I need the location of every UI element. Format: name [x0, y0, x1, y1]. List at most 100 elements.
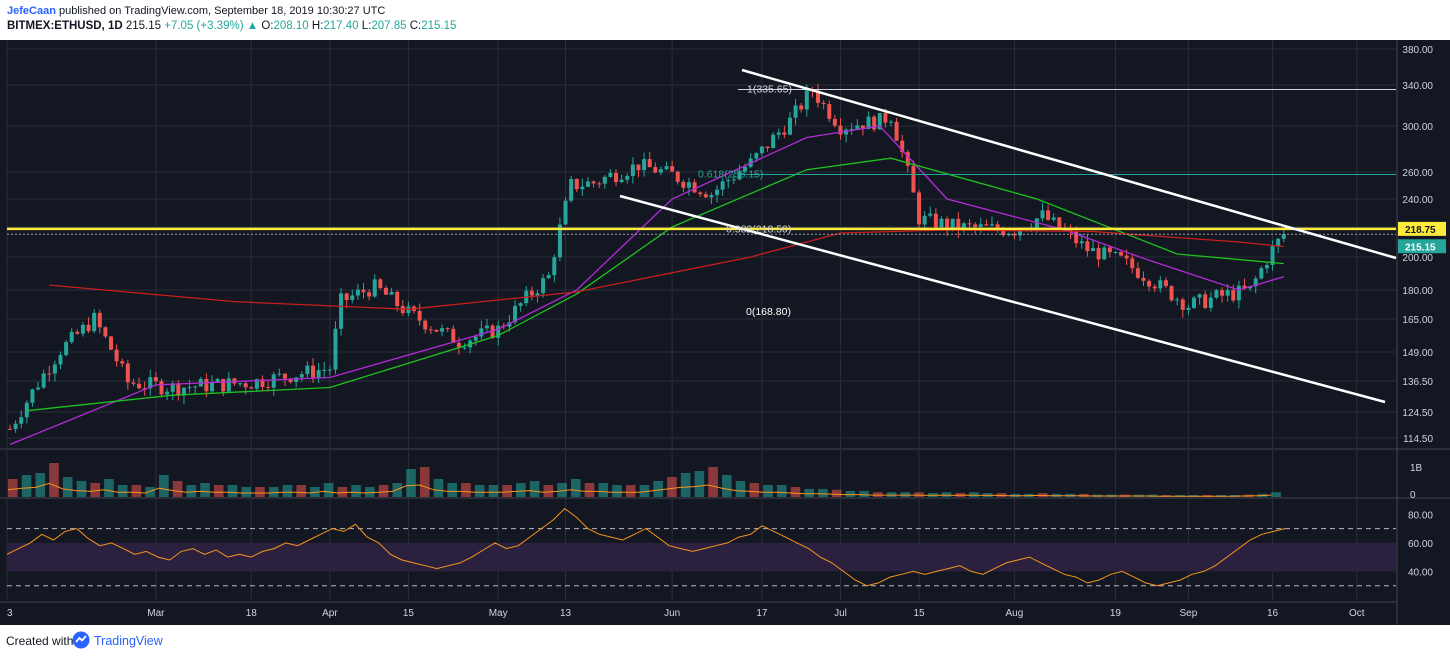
- volume-bar: [90, 483, 100, 497]
- price-tick-label: 165.00: [1402, 315, 1433, 326]
- candle-body: [945, 218, 950, 229]
- candle-body: [97, 312, 102, 328]
- volume-bar: [653, 481, 663, 497]
- candle-body: [125, 363, 130, 383]
- volume-bar: [104, 479, 114, 497]
- candle-body: [1186, 307, 1191, 310]
- symbol-label[interactable]: BITMEX:ETHUSD, 1D: [7, 20, 123, 32]
- volume-bar: [722, 475, 732, 497]
- candle-body: [114, 349, 119, 362]
- candle-body: [1018, 229, 1023, 236]
- candle-body: [518, 303, 523, 306]
- rsi-band: [7, 542, 1396, 572]
- price-tag-label: 215.15: [1405, 242, 1436, 253]
- candle-body: [630, 164, 635, 176]
- candle-body: [580, 186, 585, 190]
- candle-body: [120, 361, 125, 364]
- moving-average-line: [9, 125, 1284, 446]
- candle-body: [771, 134, 776, 149]
- candle-body: [479, 328, 484, 337]
- candle-body: [894, 121, 899, 141]
- candle-body: [238, 383, 243, 385]
- candle-body: [277, 373, 282, 375]
- candle-body: [1090, 248, 1095, 252]
- open-label: O:: [261, 20, 274, 32]
- volume-bar: [831, 489, 842, 497]
- fib-label: 0.382(218.50): [726, 223, 791, 235]
- candle-body: [816, 90, 821, 103]
- candle-body: [933, 213, 938, 228]
- candle-body: [243, 383, 248, 388]
- volume-bar: [474, 485, 485, 497]
- price-tick-label: 380.00: [1402, 45, 1433, 56]
- candle-body: [1214, 290, 1219, 298]
- candle-body: [30, 389, 35, 403]
- candle-body: [1242, 285, 1247, 289]
- candle-body: [473, 336, 478, 341]
- candle-body: [776, 132, 781, 135]
- open-value: 208.10: [273, 20, 309, 32]
- volume-bar: [763, 485, 773, 497]
- candle-body: [58, 355, 63, 365]
- chart-canvas[interactable]: 1(335.65) 0.618(258.15) 0.382(218.50) 0(168…: [0, 40, 1450, 625]
- candle-body: [529, 290, 534, 296]
- candle-body: [484, 325, 489, 329]
- rsi-tick-label: 40.00: [1408, 567, 1433, 578]
- candle-body: [658, 169, 663, 173]
- volume-bar: [845, 491, 856, 497]
- candle-body: [686, 182, 691, 188]
- candle-body: [339, 293, 344, 329]
- candle-body: [995, 224, 1000, 230]
- candle-body: [288, 378, 293, 383]
- moving-average-line: [26, 157, 1284, 412]
- candle-body: [294, 377, 299, 383]
- volume-bar: [227, 485, 238, 497]
- candle-body: [193, 386, 198, 388]
- candle-body: [456, 342, 461, 348]
- candle-body: [423, 320, 428, 330]
- volume-bar: [776, 485, 787, 497]
- candle-body: [1158, 280, 1163, 289]
- candle-body: [1208, 297, 1213, 308]
- candle-body: [726, 180, 731, 182]
- volume-bar: [529, 481, 540, 497]
- candle-body: [1203, 294, 1208, 308]
- candle-body: [647, 159, 652, 168]
- candle-body: [86, 324, 91, 332]
- volume-bar: [76, 481, 87, 497]
- candle-body: [462, 347, 467, 349]
- candle-body: [782, 132, 787, 135]
- candle-body: [793, 105, 798, 118]
- candle-body: [703, 194, 708, 198]
- moving-averages: [9, 125, 1284, 446]
- candle-body: [1096, 248, 1101, 260]
- volume-bar: [282, 485, 293, 497]
- candle-body: [69, 331, 74, 343]
- ohlc-line: BITMEX:ETHUSD, 1D 215.15 +7.05 (+3.39%) …: [7, 20, 456, 32]
- candle-body: [911, 165, 916, 193]
- published-text: published on TradingView.com, September …: [58, 5, 386, 17]
- volume-bar: [502, 485, 512, 497]
- candle-body: [92, 312, 97, 332]
- candle-body: [1253, 278, 1258, 287]
- volume-bar: [680, 473, 691, 497]
- volume-tick-label: 1B: [1410, 463, 1423, 474]
- candle-body: [1130, 258, 1135, 269]
- candle-body: [928, 213, 933, 216]
- author-link[interactable]: JefeCaan: [7, 5, 56, 17]
- candle-body: [883, 113, 888, 123]
- time-tick-label: Sep: [1179, 608, 1197, 619]
- price-tag: [1398, 221, 1446, 236]
- time-tick-label: 17: [756, 608, 768, 619]
- candle-body: [445, 328, 450, 330]
- candle-body: [417, 310, 422, 321]
- candle-body: [372, 279, 377, 297]
- candle-body: [602, 176, 607, 184]
- candle-body: [720, 181, 725, 190]
- tradingview-brand[interactable]: TradingView: [94, 634, 163, 648]
- candle-body: [670, 166, 675, 172]
- candle-body: [967, 223, 972, 225]
- candle-body: [1113, 251, 1118, 253]
- volume-bar: [8, 479, 18, 497]
- candle-body: [804, 90, 809, 110]
